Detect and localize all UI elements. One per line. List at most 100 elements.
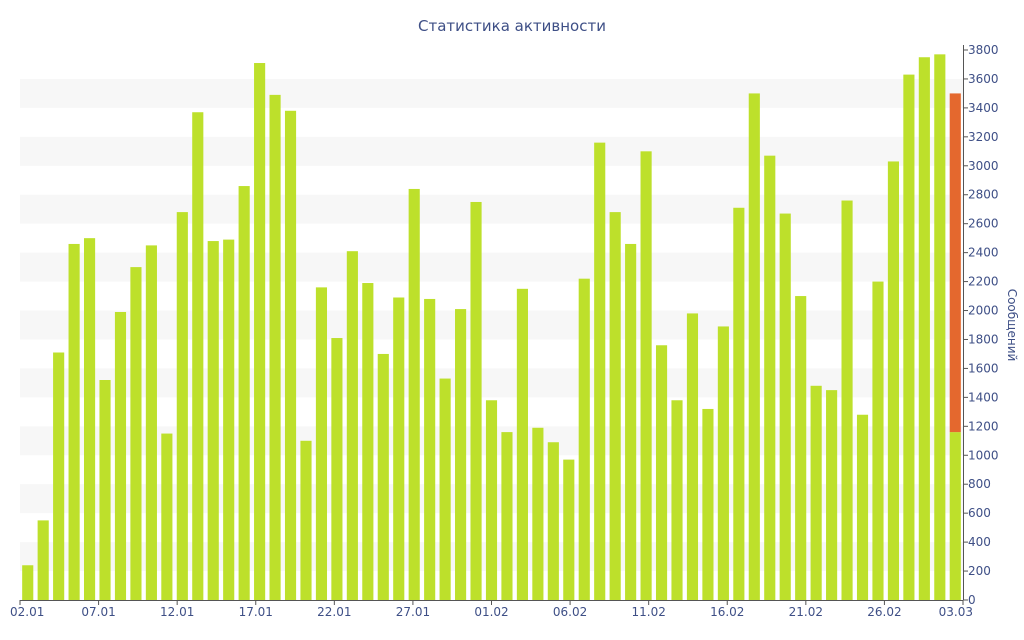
- bar-05.01[interactable]: [68, 243, 80, 600]
- bar-01.03[interactable]: [918, 57, 930, 601]
- bar-16.01[interactable]: [238, 186, 250, 601]
- bar-11.01[interactable]: [161, 433, 173, 600]
- bar-18.02[interactable]: [748, 93, 760, 600]
- x-tick-label: 06.02: [553, 605, 587, 619]
- bar-09.02[interactable]: [609, 212, 621, 600]
- bar-08.02[interactable]: [594, 142, 606, 600]
- y-tick-label: 400: [968, 535, 991, 549]
- x-tick-label: 26.02: [867, 605, 901, 619]
- bar-24.02[interactable]: [841, 200, 853, 601]
- bar-25.01[interactable]: [377, 353, 389, 600]
- bar-03.01[interactable]: [37, 520, 49, 600]
- bar-28.01[interactable]: [424, 298, 436, 600]
- bar-21.02[interactable]: [795, 296, 807, 600]
- bar-26.02[interactable]: [872, 281, 884, 600]
- bar-05.02[interactable]: [547, 442, 559, 600]
- y-tick-label: 1800: [968, 332, 999, 346]
- y-tick-label: 1000: [968, 448, 999, 462]
- bars-group: [22, 54, 961, 601]
- y-tick-label: 3200: [968, 130, 999, 144]
- y-tick-label: 3600: [968, 72, 999, 86]
- y-tick-label: 2600: [968, 217, 999, 231]
- bar-24.01[interactable]: [362, 283, 374, 600]
- bar-03.02[interactable]: [516, 288, 528, 600]
- bar-31.01[interactable]: [470, 201, 482, 600]
- bar-19.01[interactable]: [284, 110, 297, 600]
- bar-10.02[interactable]: [625, 243, 637, 600]
- bar-12.02[interactable]: [655, 345, 668, 600]
- y-axis: 0 200 400 600 800 1000 1200 1400 1600 1800 2000 220…: [963, 43, 999, 607]
- x-tick-label: 03.03: [939, 605, 973, 619]
- bar-02.03[interactable]: [934, 54, 946, 601]
- bar-23.01[interactable]: [346, 251, 358, 600]
- y-axis-label: Сообщений: [1005, 289, 1019, 362]
- bar-14.01[interactable]: [207, 241, 219, 601]
- grid-band: [20, 78, 963, 108]
- x-axis: 02.01 07.01 12.01 17.01 22.01 27.01 01.02 06.02…: [10, 600, 973, 619]
- y-tick-label: 1600: [968, 361, 999, 375]
- x-tick-label: 27.01: [396, 605, 430, 619]
- bar-25.02[interactable]: [856, 414, 869, 600]
- bar-20.01[interactable]: [300, 440, 312, 600]
- bar-11.02[interactable]: [640, 151, 652, 600]
- bar-15.02[interactable]: [702, 408, 714, 600]
- bar-04.01[interactable]: [53, 352, 65, 601]
- y-tick-label: 2200: [968, 275, 999, 289]
- bar-15.01[interactable]: [223, 239, 235, 600]
- x-tick-label: 01.02: [474, 605, 508, 619]
- x-tick-label: 02.01: [10, 605, 44, 619]
- y-tick-label: 2400: [968, 246, 999, 260]
- bar-09.01[interactable]: [130, 267, 142, 600]
- bar-13.01[interactable]: [192, 112, 204, 600]
- bar-04.02[interactable]: [532, 427, 544, 600]
- y-tick-label: 3800: [968, 43, 999, 57]
- bar-02.01[interactable]: [22, 565, 34, 600]
- x-tick-label: 16.02: [710, 605, 744, 619]
- bar-21.01[interactable]: [315, 287, 328, 600]
- bar-27.01[interactable]: [408, 188, 420, 600]
- bar-02.02[interactable]: [501, 432, 513, 600]
- bar-18.01[interactable]: [269, 94, 281, 601]
- bar-12.01[interactable]: [176, 212, 188, 600]
- bar-17.01[interactable]: [254, 63, 266, 601]
- bar-22.01[interactable]: [331, 338, 343, 600]
- x-tick-label: 17.01: [239, 605, 273, 619]
- bar-07.02[interactable]: [578, 278, 590, 600]
- bar-16.02[interactable]: [717, 326, 729, 600]
- y-tick-label: 2800: [968, 188, 999, 202]
- y-tick-label: 800: [968, 477, 991, 491]
- highlight-bar-segment[interactable]: [949, 93, 961, 433]
- bar-30.01[interactable]: [455, 309, 467, 600]
- bar-07.01[interactable]: [99, 380, 111, 600]
- bar-01.02[interactable]: [485, 400, 498, 600]
- bar-03.03[interactable]: [949, 432, 961, 600]
- y-tick-label: 1200: [968, 419, 999, 433]
- bar-13.02[interactable]: [671, 400, 683, 600]
- bar-28.02[interactable]: [903, 74, 915, 600]
- x-tick-label: 22.01: [317, 605, 351, 619]
- x-tick-label: 21.02: [789, 605, 823, 619]
- grid-band: [20, 194, 963, 224]
- bar-22.02[interactable]: [810, 385, 822, 600]
- y-tick-label: 200: [968, 564, 991, 578]
- bar-08.01[interactable]: [114, 311, 127, 600]
- y-tick-label: 3000: [968, 159, 999, 173]
- bar-27.02[interactable]: [887, 161, 899, 600]
- bar-17.02[interactable]: [733, 207, 745, 600]
- bar-26.01[interactable]: [393, 297, 405, 601]
- y-tick-label: 3400: [968, 101, 999, 115]
- x-tick-label: 11.02: [631, 605, 665, 619]
- bar-20.02[interactable]: [779, 213, 791, 601]
- y-tick-label: 1400: [968, 390, 999, 404]
- bar-29.01[interactable]: [439, 378, 451, 600]
- y-tick-label: 2000: [968, 304, 999, 318]
- bar-10.01[interactable]: [145, 245, 157, 601]
- bar-06.01[interactable]: [84, 238, 96, 600]
- bar-19.02[interactable]: [764, 155, 776, 600]
- bar-23.02[interactable]: [826, 390, 838, 600]
- bar-06.02[interactable]: [563, 459, 575, 600]
- x-tick-label: 07.01: [81, 605, 115, 619]
- bar-14.02[interactable]: [686, 313, 699, 600]
- grid-band: [20, 310, 963, 340]
